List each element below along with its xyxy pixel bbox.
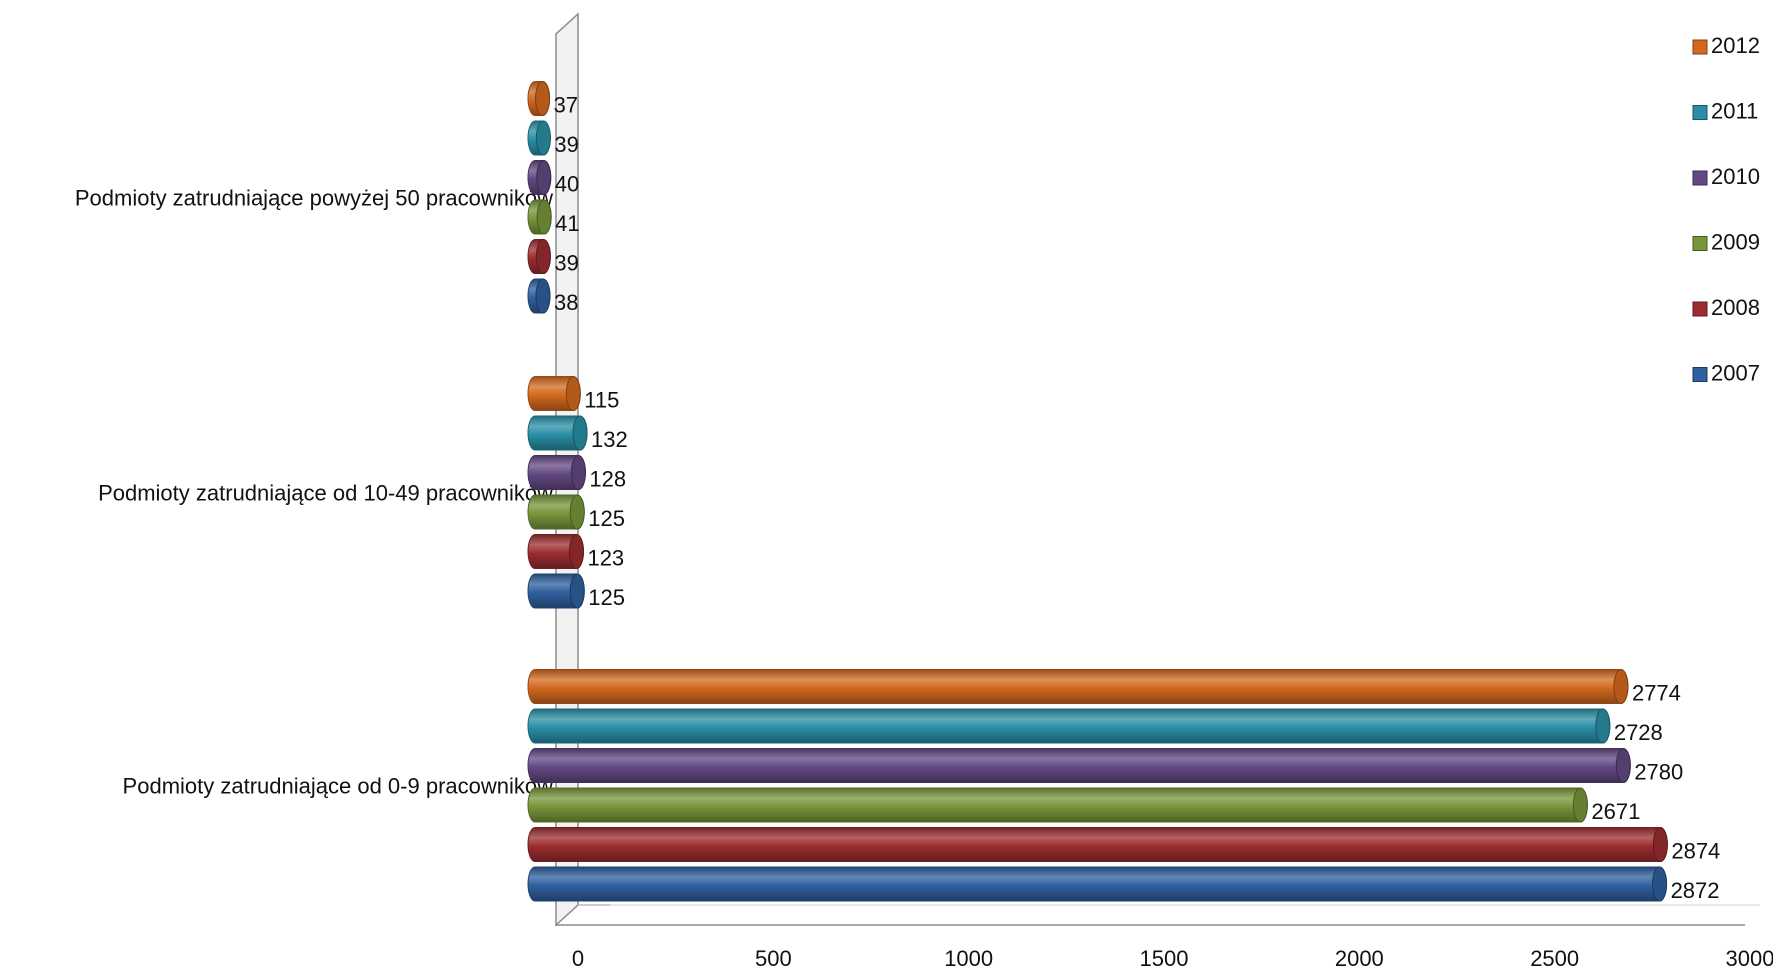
- bar-end-cap: [1572, 787, 1588, 823]
- data-label: 2780: [1634, 760, 1683, 785]
- bar-body: [527, 827, 1668, 862]
- bar-end-cap: [1652, 866, 1668, 902]
- legend-item: 2010: [1692, 164, 1760, 189]
- data-labels: 2872 2874 2671 2780 2728 2774 125 123 125 128 132 1…: [554, 93, 1721, 904]
- legend-item: 2009: [1692, 230, 1760, 255]
- data-label: 40: [555, 172, 579, 197]
- legend-swatch: [1692, 367, 1708, 382]
- bar: [527, 748, 1631, 783]
- bar-body: [527, 669, 1629, 704]
- x-tick-label: 0: [572, 946, 584, 971]
- data-label: 125: [588, 585, 625, 610]
- bar: [527, 120, 551, 156]
- bar: [527, 199, 552, 235]
- legend-item: 2011: [1692, 99, 1758, 124]
- legend-swatch: [1692, 39, 1708, 55]
- bar-end-cap: [565, 376, 581, 411]
- legend-label: 2007: [1711, 361, 1760, 386]
- bar: [527, 455, 586, 490]
- data-label: 2671: [1591, 799, 1640, 824]
- data-label: 39: [554, 132, 578, 157]
- bar: [527, 415, 588, 451]
- bar-end-cap: [569, 573, 585, 609]
- bar: [527, 573, 585, 609]
- bar-end-cap: [1613, 669, 1629, 704]
- bar-end-cap: [535, 81, 551, 116]
- bar: [527, 669, 1629, 704]
- legend-swatch: [1692, 301, 1708, 317]
- data-label: 37: [554, 93, 578, 118]
- bar-end-cap: [569, 494, 585, 530]
- x-tick-label: 500: [755, 946, 792, 971]
- data-label: 2874: [1671, 839, 1720, 864]
- bar: [527, 160, 552, 195]
- legend-label: 2008: [1711, 295, 1760, 320]
- x-tick-label: 3000: [1726, 946, 1773, 971]
- data-label: 132: [591, 427, 628, 452]
- bar: [527, 827, 1668, 862]
- legend-label: 2012: [1711, 33, 1760, 58]
- x-tick-label: 1500: [1140, 946, 1189, 971]
- x-tick-label: 2000: [1335, 946, 1384, 971]
- data-label: 115: [584, 388, 619, 413]
- data-label: 39: [554, 251, 578, 276]
- bar-end-cap: [1652, 827, 1668, 862]
- data-label: 2728: [1614, 720, 1663, 745]
- bar-body: [527, 787, 1588, 823]
- bar-end-cap: [535, 278, 551, 314]
- category-labels: Podmioty zatrudniające od 0-9 pracownikó…: [75, 185, 553, 798]
- bar-end-cap: [1615, 748, 1631, 783]
- bar-end-cap: [568, 534, 584, 569]
- bar-end-cap: [570, 455, 586, 490]
- data-label: 125: [588, 506, 625, 531]
- bars: [527, 81, 1668, 902]
- bar: [527, 81, 551, 116]
- bar-end-cap: [535, 239, 551, 274]
- bar-end-cap: [536, 160, 552, 195]
- bar-body: [527, 866, 1668, 902]
- legend-item: 2007: [1692, 361, 1760, 386]
- legend: 2012 2011 2010 2009 2008 2007: [1692, 33, 1760, 386]
- bar-end-cap: [535, 120, 551, 156]
- category-label: Podmioty zatrudniające od 10-49 pracowni…: [98, 480, 553, 505]
- category-label: Podmioty zatrudniające powyżej 50 pracow…: [75, 185, 553, 210]
- x-tick-label: 1000: [944, 946, 993, 971]
- bar-body: [527, 748, 1631, 783]
- data-label: 2872: [1671, 878, 1720, 903]
- data-label: 38: [554, 290, 578, 315]
- bar: [527, 534, 584, 569]
- data-label: 128: [589, 467, 626, 492]
- bar-end-cap: [572, 415, 588, 451]
- data-label: 123: [587, 546, 624, 571]
- data-label: 2774: [1632, 681, 1681, 706]
- legend-label: 2009: [1711, 230, 1760, 255]
- bar-end-cap: [536, 199, 552, 235]
- legend-label: 2010: [1711, 164, 1760, 189]
- bar: [527, 494, 585, 530]
- bar: [527, 278, 551, 314]
- x-axis-ticks: 0 500 1000 1500 2000 2500 3000: [572, 946, 1773, 971]
- bar: [527, 239, 551, 274]
- legend-swatch: [1692, 170, 1708, 186]
- category-label: Podmioty zatrudniające od 0-9 pracownikó…: [123, 773, 554, 798]
- legend-swatch: [1692, 236, 1708, 251]
- bar-body: [527, 708, 1611, 744]
- legend-swatch: [1692, 105, 1708, 120]
- legend-item: 2008: [1692, 295, 1760, 320]
- data-label: 41: [555, 211, 579, 236]
- legend-item: 2012: [1692, 33, 1760, 58]
- bar: [527, 866, 1668, 902]
- bar: [527, 708, 1611, 744]
- legend-label: 2011: [1711, 99, 1758, 124]
- x-tick-label: 2500: [1530, 946, 1579, 971]
- bar: [527, 787, 1588, 823]
- bar-end-cap: [1595, 708, 1611, 744]
- bar: [527, 376, 581, 411]
